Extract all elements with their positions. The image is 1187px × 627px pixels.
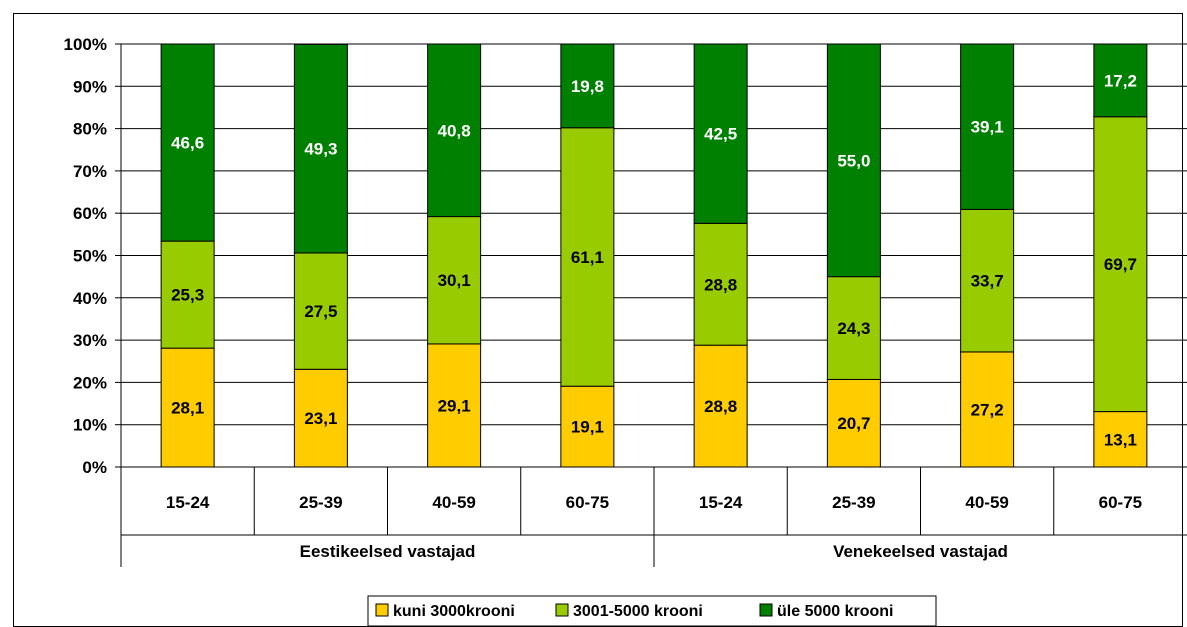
data-label: 19,1 [571, 418, 604, 437]
data-label: 17,2 [1104, 71, 1137, 90]
data-label: 61,1 [571, 248, 604, 267]
data-label: 28,8 [704, 397, 737, 416]
bar-segment [960, 43, 1015, 210]
bar-segment [560, 43, 615, 129]
bar-segment [427, 43, 482, 218]
gridlines [121, 43, 1187, 468]
data-label: 46,6 [171, 134, 204, 153]
legend-box [367, 595, 937, 626]
x-tick-label: 25-39 [299, 493, 342, 512]
x-tick-label: 15-24 [699, 493, 743, 512]
bar-segment [560, 385, 615, 468]
x-tick-label: 40-59 [965, 493, 1008, 512]
bar-segment [693, 222, 748, 346]
data-label: 27,2 [971, 400, 1004, 419]
bar-segment [160, 347, 215, 468]
legend-swatch [555, 603, 569, 617]
y-tick-label: 90% [73, 77, 107, 96]
legend-label: kuni 3000krooni [393, 603, 515, 620]
data-label: 19,8 [571, 77, 604, 96]
data-label: 25,3 [171, 286, 204, 305]
data-label: 40,8 [438, 121, 471, 140]
data-labels: 28,1 25,3 46,6 23,1 27,5 49,3 29,1 30,1 40,8 19,1… [171, 71, 1137, 449]
y-tick-label: 80% [73, 120, 107, 139]
bar-segment [160, 43, 215, 242]
legend-label: 3001-5000 krooni [573, 603, 703, 620]
bars [160, 43, 1148, 468]
data-label: 30,1 [438, 271, 471, 290]
y-tick-label: 10% [73, 416, 107, 435]
data-label: 49,3 [304, 140, 337, 159]
bar-segment [960, 351, 1015, 468]
data-label: 28,8 [704, 275, 737, 294]
bar-segment [826, 43, 881, 278]
bar-segment [293, 43, 348, 254]
y-tick-label: 70% [73, 162, 107, 181]
y-tick-label: 50% [73, 247, 107, 266]
y-tick-label: 40% [73, 289, 107, 308]
legend-label: üle 5000 krooni [777, 603, 894, 620]
data-label: 13,1 [1104, 430, 1137, 449]
bar-segment [427, 343, 482, 468]
x-tick-label: 60-75 [1099, 493, 1142, 512]
bar-segment [160, 240, 215, 349]
bar-segment [293, 368, 348, 468]
bar-segment [693, 43, 748, 224]
bar-segment [1093, 43, 1148, 118]
data-label: 28,1 [171, 399, 204, 418]
bar-segment [1093, 116, 1148, 413]
bar-segment [560, 127, 615, 387]
data-label: 27,5 [304, 302, 337, 321]
x-tick-label: 15-24 [166, 493, 210, 512]
bar-segment [1093, 411, 1148, 468]
data-label: 39,1 [971, 118, 1004, 137]
y-tick-label: 30% [73, 331, 107, 350]
y-tick-label: 0% [82, 458, 107, 477]
data-label: 33,7 [971, 272, 1004, 291]
data-label: 42,5 [704, 124, 737, 143]
bar-segment [427, 216, 482, 345]
x-tick-label: 40-59 [432, 493, 475, 512]
group-label: Eestikeelsed vastajad [300, 542, 476, 561]
y-tick-label: 100% [64, 35, 107, 54]
data-label: 29,1 [438, 396, 471, 415]
x-tick-label: 25-39 [832, 493, 875, 512]
y-tick-label: 20% [73, 373, 107, 392]
legend-swatch [375, 603, 389, 617]
data-label: 24,3 [837, 319, 870, 338]
data-label: 23,1 [304, 409, 337, 428]
y-tick-label: 60% [73, 204, 107, 223]
data-label: 20,7 [837, 414, 870, 433]
data-label: 55,0 [837, 151, 870, 170]
group-label: Venekeelsed vastajad [833, 542, 1008, 561]
legend-swatch [759, 603, 773, 617]
bar-segment [826, 276, 881, 380]
axes: 0% 10% 20% 30% 40% 50% 60% 70% 80% 90% 100% 15-24 25… [64, 35, 1187, 567]
bar-segment [960, 208, 1015, 353]
x-tick-label: 60-75 [566, 493, 609, 512]
data-label: 69,7 [1104, 255, 1137, 274]
legend: kuni 3000krooni 3001-5000 krooni üle 5000 … [367, 595, 937, 626]
